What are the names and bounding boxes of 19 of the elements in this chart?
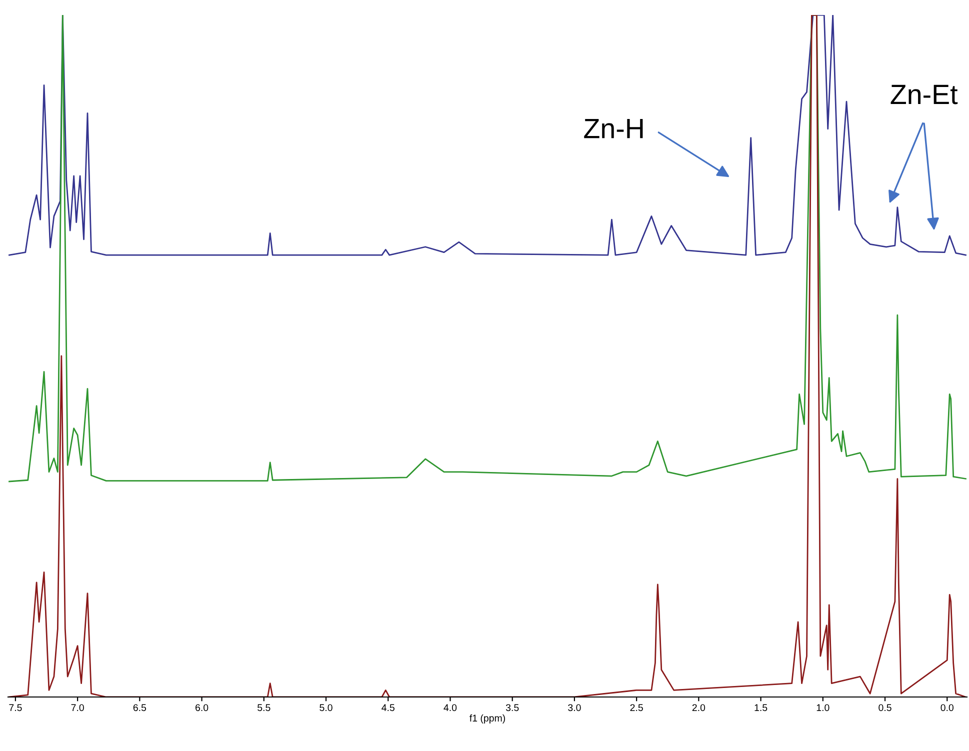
x-tick-label: 2.5 [630, 704, 643, 712]
x-axis-title: f1 (ppm) [470, 714, 505, 724]
x-tick-label: 2.0 [692, 704, 706, 712]
x-tick-label: 5.0 [320, 704, 332, 712]
x-tick-label: 6.5 [133, 704, 146, 712]
x-tick-label: 4.0 [444, 704, 457, 712]
x-tick-label: 4.5 [382, 704, 394, 712]
x-tick-label: 7.0 [71, 704, 84, 712]
x-tick-label: 0.5 [878, 704, 892, 712]
x-tick-label: 0.0 [940, 704, 954, 712]
annotation: Zn-Et [890, 84, 958, 104]
annotation: Zn-H [584, 119, 643, 138]
x-tick-label: 6.0 [196, 704, 208, 712]
x-tick-label: 1.5 [754, 704, 768, 712]
x-tick-label: 3.5 [506, 704, 519, 712]
x-tick-label: 3.0 [568, 704, 581, 712]
x-tick-label: 1.0 [816, 704, 830, 712]
x-tick-label: 7.5 [9, 704, 22, 712]
x-tick-label: 5.5 [258, 704, 270, 712]
